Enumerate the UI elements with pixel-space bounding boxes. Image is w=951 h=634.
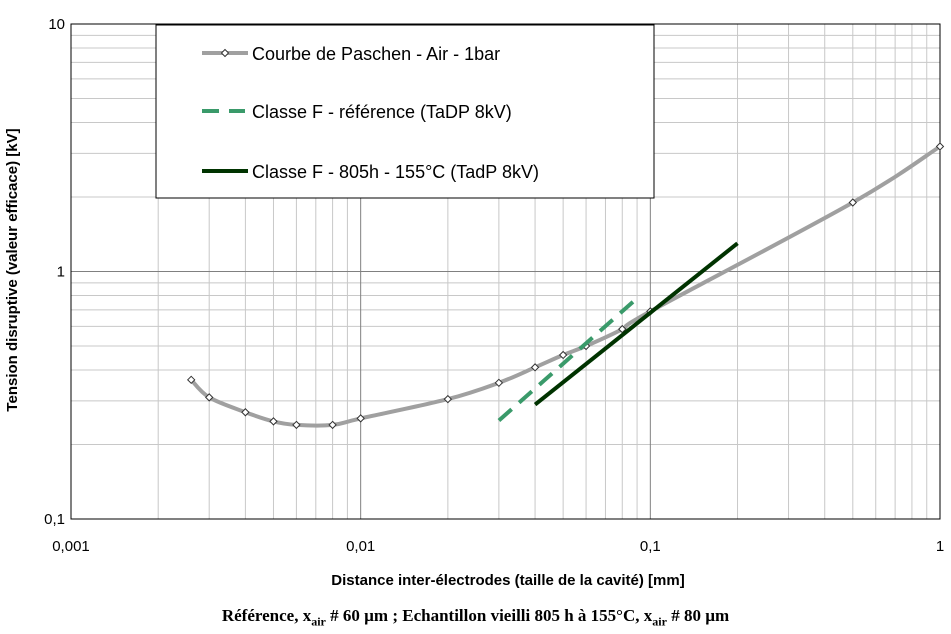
data-point-marker bbox=[328, 420, 337, 430]
y-tick-label: 10 bbox=[48, 16, 65, 33]
series-layer bbox=[186, 142, 945, 430]
data-point-marker bbox=[356, 414, 365, 423]
data-point-marker bbox=[204, 393, 214, 402]
legend-marker-paschen bbox=[220, 48, 230, 58]
legend: Courbe de Paschen - Air - 1bar Classe F … bbox=[155, 24, 655, 199]
series-line-1 bbox=[497, 296, 639, 422]
y-axis-title: Tension disruptive (valeur efficace) [kV… bbox=[4, 128, 21, 411]
data-point-marker bbox=[530, 363, 540, 372]
data-point-marker bbox=[935, 142, 945, 151]
data-point-marker bbox=[443, 394, 453, 404]
plot-frame bbox=[70, 23, 941, 520]
data-point-marker bbox=[558, 350, 568, 360]
figure-caption: Référence, xair # 60 µm ; Echantillon vi… bbox=[0, 606, 951, 629]
x-tick-label: 0,001 bbox=[52, 538, 90, 555]
series-line-2 bbox=[533, 241, 739, 407]
legend-label-aged: Classe F - 805h - 155°C (TadP 8kV) bbox=[252, 162, 539, 182]
x-tick-label: 0,1 bbox=[640, 538, 661, 555]
y-tick-label: 1 bbox=[57, 264, 65, 281]
y-tick-labels: 0,1 1 10 bbox=[44, 16, 65, 528]
caption-text-2: # 60 µm ; Echantillon vieilli 805 h à 15… bbox=[325, 606, 653, 625]
paschen-chart: 0,001 0,01 0,1 1 0,1 1 10 Distance inter-élec… bbox=[4, 16, 945, 589]
x-tick-label: 1 bbox=[936, 538, 944, 555]
data-point-marker bbox=[848, 198, 858, 207]
x-tick-label: 0,01 bbox=[346, 538, 375, 555]
data-point-marker bbox=[241, 408, 250, 417]
x-tick-labels: 0,001 0,01 0,1 1 bbox=[52, 538, 944, 555]
caption-sub-1: air bbox=[311, 614, 326, 629]
legend-label-paschen: Courbe de Paschen - Air - 1bar bbox=[252, 44, 500, 64]
caption-text-1: Référence, x bbox=[221, 606, 312, 625]
data-point-marker bbox=[269, 417, 278, 426]
caption-sub-2: air bbox=[652, 614, 667, 629]
y-tick-label: 0,1 bbox=[44, 511, 65, 528]
caption-text-3: # 80 µm bbox=[666, 606, 730, 625]
data-point-marker bbox=[292, 420, 301, 430]
x-axis-title: Distance inter-électrodes (taille de la … bbox=[331, 572, 684, 589]
legend-label-reference: Classe F - référence (TaDP 8kV) bbox=[252, 102, 512, 122]
data-point-marker bbox=[186, 375, 196, 385]
data-point-marker bbox=[494, 378, 504, 388]
